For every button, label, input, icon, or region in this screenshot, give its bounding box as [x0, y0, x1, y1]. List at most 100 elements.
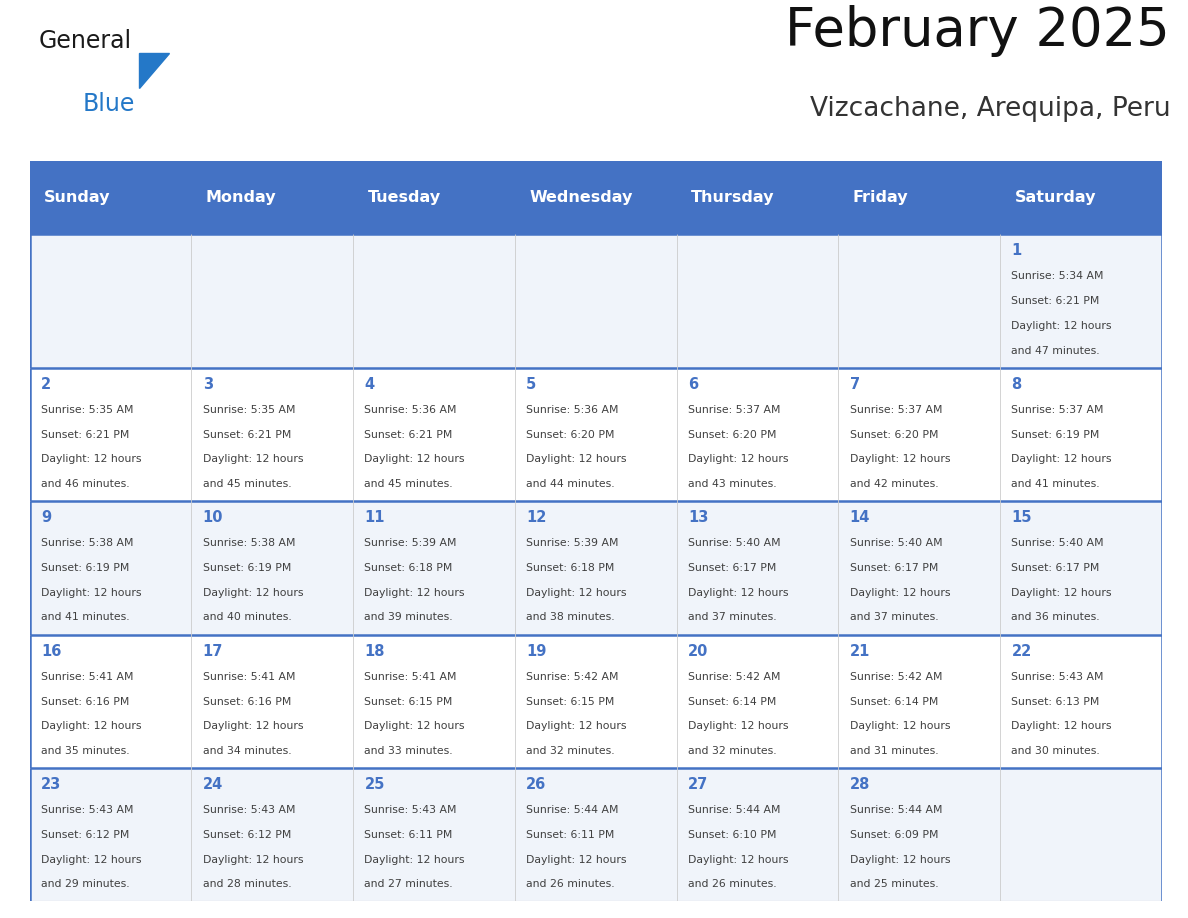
Text: 16: 16: [42, 644, 62, 659]
Text: Sunset: 6:11 PM: Sunset: 6:11 PM: [526, 830, 614, 840]
Text: 24: 24: [203, 778, 223, 792]
Bar: [839, 234, 1000, 367]
Text: Sunset: 6:13 PM: Sunset: 6:13 PM: [1011, 697, 1100, 707]
Text: Sunrise: 5:38 AM: Sunrise: 5:38 AM: [203, 538, 296, 548]
Text: Sunrise: 5:37 AM: Sunrise: 5:37 AM: [688, 405, 781, 415]
Text: Daylight: 12 hours: Daylight: 12 hours: [365, 722, 465, 732]
Text: 8: 8: [1011, 377, 1022, 392]
Bar: [353, 234, 514, 367]
Text: Daylight: 12 hours: Daylight: 12 hours: [42, 855, 141, 865]
Text: and 28 minutes.: and 28 minutes.: [203, 879, 291, 890]
Text: and 27 minutes.: and 27 minutes.: [365, 879, 453, 890]
Text: February 2025: February 2025: [785, 5, 1170, 57]
Bar: [30, 234, 191, 367]
Text: Sunrise: 5:35 AM: Sunrise: 5:35 AM: [42, 405, 133, 415]
Bar: [839, 768, 1000, 901]
Text: Sunrise: 5:40 AM: Sunrise: 5:40 AM: [849, 538, 942, 548]
Text: 5: 5: [526, 377, 537, 392]
Text: Sunset: 6:12 PM: Sunset: 6:12 PM: [203, 830, 291, 840]
Text: and 25 minutes.: and 25 minutes.: [849, 879, 939, 890]
Text: Sunrise: 5:44 AM: Sunrise: 5:44 AM: [688, 805, 781, 815]
Bar: [191, 367, 353, 501]
Text: Daylight: 12 hours: Daylight: 12 hours: [849, 855, 950, 865]
Text: Sunrise: 5:39 AM: Sunrise: 5:39 AM: [365, 538, 457, 548]
Text: 22: 22: [1011, 644, 1031, 659]
Text: Sunrise: 5:36 AM: Sunrise: 5:36 AM: [365, 405, 457, 415]
Text: Blue: Blue: [82, 93, 134, 117]
Text: Sunrise: 5:42 AM: Sunrise: 5:42 AM: [849, 672, 942, 682]
Bar: [677, 367, 839, 501]
Bar: [353, 634, 514, 768]
Bar: [1000, 634, 1162, 768]
Text: Sunset: 6:09 PM: Sunset: 6:09 PM: [849, 830, 939, 840]
Polygon shape: [139, 53, 169, 88]
Text: Sunset: 6:20 PM: Sunset: 6:20 PM: [849, 430, 939, 440]
Text: Sunset: 6:21 PM: Sunset: 6:21 PM: [42, 430, 129, 440]
Bar: [30, 367, 191, 501]
Text: 21: 21: [849, 644, 870, 659]
Text: Daylight: 12 hours: Daylight: 12 hours: [526, 454, 627, 465]
Text: Sunrise: 5:44 AM: Sunrise: 5:44 AM: [849, 805, 942, 815]
Text: 4: 4: [365, 377, 374, 392]
Bar: [1000, 501, 1162, 634]
Text: and 26 minutes.: and 26 minutes.: [688, 879, 777, 890]
Text: Sunset: 6:17 PM: Sunset: 6:17 PM: [849, 563, 939, 573]
Text: and 31 minutes.: and 31 minutes.: [849, 746, 939, 756]
Text: and 45 minutes.: and 45 minutes.: [203, 479, 291, 489]
Text: Sunrise: 5:41 AM: Sunrise: 5:41 AM: [203, 672, 296, 682]
Text: Sunset: 6:18 PM: Sunset: 6:18 PM: [526, 563, 614, 573]
Text: Daylight: 12 hours: Daylight: 12 hours: [203, 454, 303, 465]
Text: Sunrise: 5:39 AM: Sunrise: 5:39 AM: [526, 538, 619, 548]
Text: Sunrise: 5:41 AM: Sunrise: 5:41 AM: [365, 672, 457, 682]
Text: Sunrise: 5:41 AM: Sunrise: 5:41 AM: [42, 672, 133, 682]
Text: Sunset: 6:11 PM: Sunset: 6:11 PM: [365, 830, 453, 840]
Text: and 26 minutes.: and 26 minutes.: [526, 879, 615, 890]
Bar: [514, 768, 677, 901]
Bar: [514, 501, 677, 634]
Text: Sunrise: 5:42 AM: Sunrise: 5:42 AM: [526, 672, 619, 682]
Text: and 29 minutes.: and 29 minutes.: [42, 879, 129, 890]
Text: Daylight: 12 hours: Daylight: 12 hours: [365, 855, 465, 865]
Bar: [514, 367, 677, 501]
Bar: [353, 161, 514, 234]
Text: Daylight: 12 hours: Daylight: 12 hours: [1011, 722, 1112, 732]
Text: 3: 3: [203, 377, 213, 392]
Text: 27: 27: [688, 778, 708, 792]
Bar: [191, 768, 353, 901]
Bar: [514, 234, 677, 367]
Bar: [677, 634, 839, 768]
Bar: [353, 501, 514, 634]
Text: and 37 minutes.: and 37 minutes.: [688, 612, 777, 622]
Text: Sunrise: 5:40 AM: Sunrise: 5:40 AM: [1011, 538, 1104, 548]
Text: and 44 minutes.: and 44 minutes.: [526, 479, 615, 489]
Text: Sunrise: 5:38 AM: Sunrise: 5:38 AM: [42, 538, 133, 548]
Bar: [1000, 367, 1162, 501]
Text: and 41 minutes.: and 41 minutes.: [42, 612, 129, 622]
Text: 19: 19: [526, 644, 546, 659]
Text: Daylight: 12 hours: Daylight: 12 hours: [849, 588, 950, 598]
Text: Saturday: Saturday: [1015, 190, 1097, 205]
Text: 1: 1: [1011, 243, 1022, 258]
Text: Sunset: 6:17 PM: Sunset: 6:17 PM: [1011, 563, 1100, 573]
Text: and 43 minutes.: and 43 minutes.: [688, 479, 777, 489]
Text: Sunset: 6:14 PM: Sunset: 6:14 PM: [688, 697, 776, 707]
Text: Daylight: 12 hours: Daylight: 12 hours: [42, 588, 141, 598]
Bar: [677, 768, 839, 901]
Text: Sunset: 6:21 PM: Sunset: 6:21 PM: [1011, 297, 1100, 306]
Text: Daylight: 12 hours: Daylight: 12 hours: [203, 855, 303, 865]
Bar: [30, 501, 191, 634]
Bar: [839, 367, 1000, 501]
Bar: [191, 501, 353, 634]
Bar: [839, 634, 1000, 768]
Text: Sunrise: 5:44 AM: Sunrise: 5:44 AM: [526, 805, 619, 815]
Text: and 47 minutes.: and 47 minutes.: [1011, 345, 1100, 355]
Text: and 35 minutes.: and 35 minutes.: [42, 746, 129, 756]
Bar: [514, 634, 677, 768]
Text: 14: 14: [849, 510, 870, 525]
Text: Sunset: 6:20 PM: Sunset: 6:20 PM: [688, 430, 777, 440]
Text: and 39 minutes.: and 39 minutes.: [365, 612, 453, 622]
Text: Sunset: 6:21 PM: Sunset: 6:21 PM: [365, 430, 453, 440]
Text: Daylight: 12 hours: Daylight: 12 hours: [526, 722, 627, 732]
Text: Daylight: 12 hours: Daylight: 12 hours: [203, 588, 303, 598]
Bar: [30, 161, 191, 234]
